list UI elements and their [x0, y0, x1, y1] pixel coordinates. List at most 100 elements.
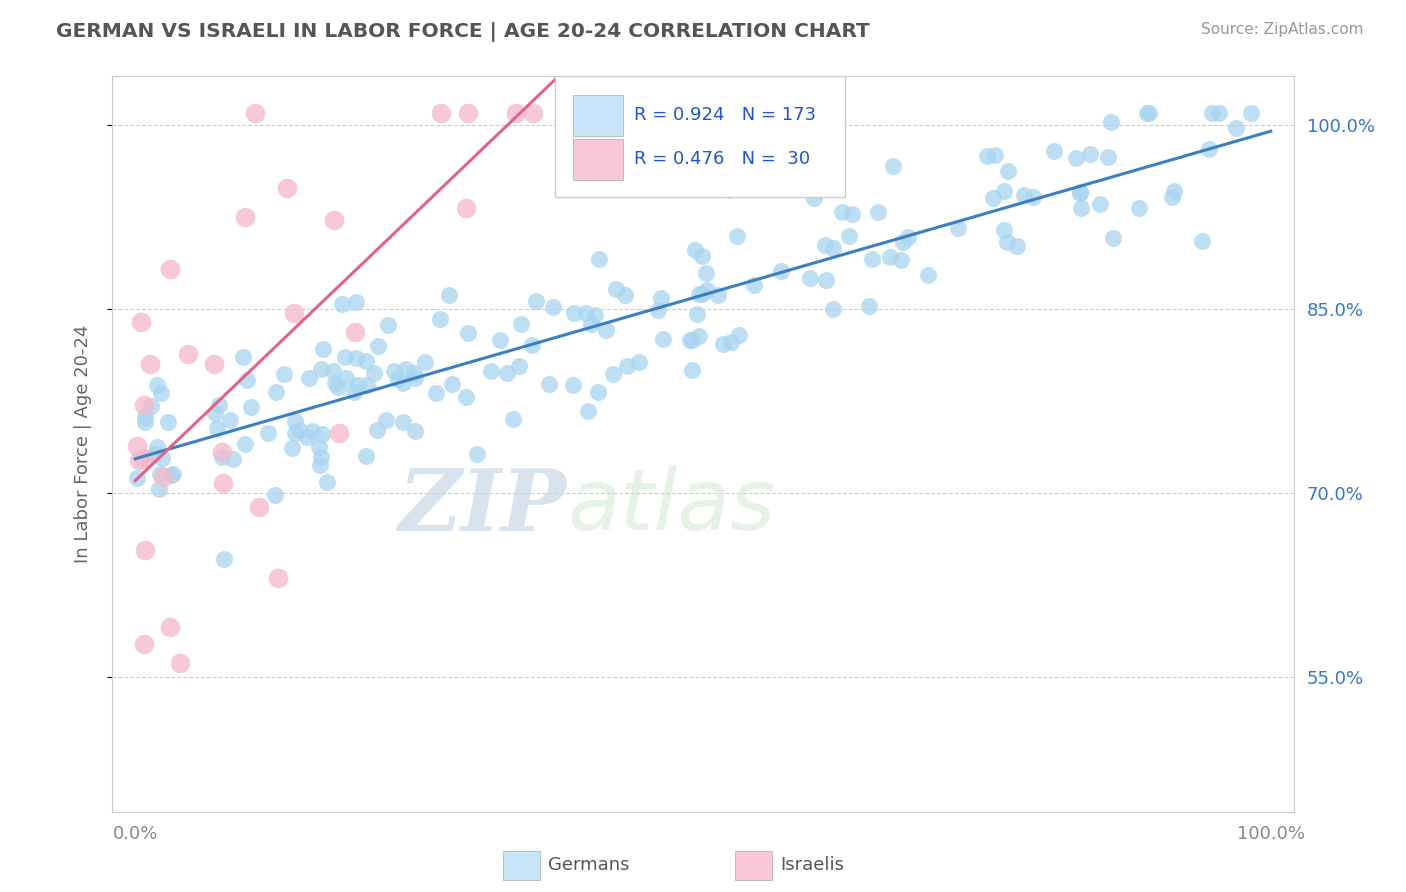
Point — [204, 406, 226, 420]
Point — [344, 294, 367, 309]
Point — [562, 377, 585, 392]
Point — [575, 306, 598, 320]
Point — [681, 362, 703, 376]
Point — [257, 426, 280, 441]
Point — [742, 278, 765, 293]
Point — [997, 164, 1019, 178]
Point — [1064, 151, 1087, 165]
Point — [347, 377, 370, 392]
Point — [387, 372, 409, 386]
Point — [287, 423, 309, 437]
Point — [725, 229, 748, 244]
Point — [858, 299, 880, 313]
Point — [169, 656, 191, 670]
Point — [681, 333, 703, 347]
Point — [454, 202, 477, 216]
Point — [211, 445, 233, 459]
Point — [456, 390, 478, 404]
Point — [328, 426, 350, 441]
Point — [235, 374, 257, 388]
Point — [522, 105, 544, 120]
Point — [814, 273, 837, 287]
Point — [1128, 201, 1150, 215]
Point — [505, 105, 527, 120]
Text: Germans: Germans — [548, 856, 630, 874]
Text: GERMAN VS ISRAELI IN LABOR FORCE | AGE 20-24 CORRELATION CHART: GERMAN VS ISRAELI IN LABOR FORCE | AGE 2… — [56, 22, 870, 42]
Text: Israelis: Israelis — [780, 856, 845, 874]
Point — [425, 385, 447, 400]
Point — [377, 318, 399, 333]
Point — [139, 358, 162, 372]
Point — [276, 181, 298, 195]
Point — [720, 335, 742, 350]
Point — [243, 105, 266, 120]
Point — [322, 364, 344, 378]
Point — [301, 424, 323, 438]
Point — [897, 230, 920, 244]
Point — [1208, 105, 1230, 120]
Point — [363, 366, 385, 380]
Point — [690, 287, 713, 301]
Point — [799, 271, 821, 285]
Point — [502, 411, 524, 425]
Point — [882, 159, 904, 173]
Point — [860, 252, 883, 266]
Point — [281, 441, 304, 455]
Point — [150, 450, 173, 465]
Point — [479, 364, 502, 378]
Point — [315, 475, 337, 490]
Point — [344, 351, 367, 366]
Point — [1191, 235, 1213, 249]
Point — [374, 413, 396, 427]
Point — [1042, 144, 1064, 158]
Point — [308, 440, 330, 454]
Point — [354, 449, 377, 463]
Point — [614, 288, 637, 302]
Point — [222, 452, 245, 467]
Point — [890, 253, 912, 268]
Point — [232, 350, 254, 364]
Point — [233, 437, 256, 451]
FancyBboxPatch shape — [574, 139, 623, 180]
Point — [1201, 105, 1223, 120]
Point — [457, 326, 479, 341]
Point — [496, 366, 519, 380]
Point — [159, 620, 181, 634]
Point — [706, 288, 728, 302]
Point — [1136, 105, 1159, 120]
Point — [879, 250, 901, 264]
Point — [993, 184, 1015, 198]
Point — [508, 359, 530, 373]
Point — [332, 297, 354, 311]
Point — [145, 441, 167, 455]
Point — [1097, 150, 1119, 164]
Point — [605, 282, 627, 296]
Point — [440, 377, 463, 392]
Point — [139, 400, 162, 414]
Point — [718, 183, 741, 197]
Point — [273, 368, 295, 382]
Point — [1161, 189, 1184, 203]
Point — [149, 467, 172, 481]
Text: Source: ZipAtlas.com: Source: ZipAtlas.com — [1201, 22, 1364, 37]
Point — [129, 315, 152, 329]
Point — [177, 347, 200, 361]
Point — [1069, 185, 1091, 199]
Point — [148, 482, 170, 496]
Point — [1069, 186, 1091, 201]
Point — [343, 326, 366, 340]
Point — [489, 333, 512, 347]
Point — [283, 306, 305, 320]
Point — [145, 378, 167, 392]
Point — [162, 467, 184, 481]
Point — [132, 638, 155, 652]
Point — [284, 414, 307, 428]
Point — [520, 338, 543, 352]
Point — [946, 220, 969, 235]
Point — [650, 291, 672, 305]
Point — [1137, 105, 1160, 120]
Point — [1090, 197, 1112, 211]
Point — [132, 450, 155, 465]
Point — [1078, 146, 1101, 161]
Point — [404, 366, 426, 380]
